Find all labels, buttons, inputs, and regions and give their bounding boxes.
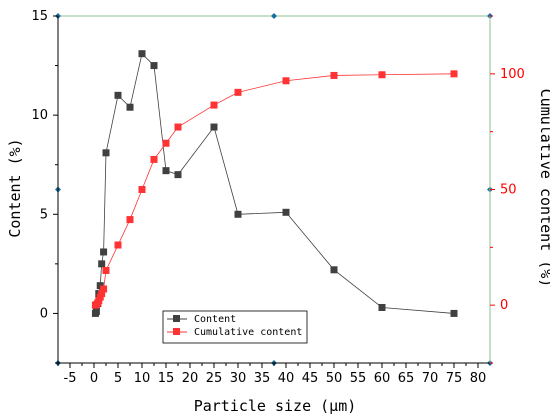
series-0-point-1: [92, 307, 100, 315]
series-0-point-16: [282, 208, 290, 216]
series-1-point-15: [234, 88, 242, 96]
legend: Content Cumulative content: [162, 310, 308, 344]
y-right-tick-label-0: 0: [500, 298, 508, 313]
series-0-point-15: [234, 210, 242, 218]
series-0-point-7: [102, 149, 110, 157]
series-1-line: [95, 73, 455, 306]
y-axis-left: 0 5 10 15: [31, 9, 59, 364]
y-axis-right-title: Cumulative content (%): [537, 89, 550, 288]
series-1-point-6: [100, 285, 108, 293]
series-layer: [91, 50, 458, 317]
series-0-point-18: [378, 303, 386, 311]
y-left-tick-label-3: 15: [31, 9, 48, 24]
x-tick-label-5: 20: [182, 371, 199, 386]
legend-label-cumulative: Cumulative content: [194, 327, 302, 338]
series-1-point-8: [114, 241, 122, 249]
series-0-point-13: [174, 171, 182, 179]
series-1-point-19: [450, 70, 458, 78]
series-1-point-17: [330, 71, 338, 79]
series-0: [91, 50, 458, 317]
legend-label-content: Content: [194, 314, 236, 325]
series-0-point-11: [150, 62, 158, 70]
y-right-tick-label-2: 100: [500, 67, 525, 82]
series-1: [91, 70, 458, 309]
series-1-point-16: [282, 77, 290, 85]
series-1-point-13: [174, 123, 182, 131]
y-left-tick-label-0: 0: [40, 306, 48, 321]
x-tick-label-13: 60: [374, 371, 391, 386]
x-tick-label-10: 45: [302, 371, 319, 386]
x-tick-label-11: 50: [326, 371, 343, 386]
series-1-point-5: [98, 290, 106, 298]
series-0-line: [95, 52, 455, 314]
x-tick-label-14: 65: [398, 371, 415, 386]
series-0-point-14: [210, 123, 218, 131]
series-0-point-10: [138, 50, 146, 58]
x-tick-label-12: 55: [350, 371, 367, 386]
series-0-point-12: [162, 167, 170, 175]
y-left-tick-label-1: 5: [40, 207, 48, 222]
series-0-point-17: [330, 266, 338, 274]
series-1-point-18: [378, 71, 386, 79]
y-axis-left-title: Content (%): [6, 138, 24, 237]
legend-marker-content: [173, 315, 180, 322]
y-left-tick-label-2: 10: [31, 108, 48, 123]
x-tick-label-0: -5: [64, 371, 77, 386]
x-tick-label-17: 80: [470, 371, 487, 386]
series-0-point-8: [114, 91, 122, 99]
x-tick-label-6: 25: [206, 371, 223, 386]
series-1-point-11: [150, 155, 158, 163]
x-tick-label-4: 15: [158, 371, 175, 386]
series-0-point-5: [98, 260, 106, 268]
x-tick-label-2: 5: [114, 371, 122, 386]
y-right-tick-label-1: 50: [500, 183, 517, 198]
series-0-point-9: [126, 103, 134, 111]
frame-handle-1: [271, 13, 277, 19]
series-0-point-19: [450, 309, 458, 317]
series-1-point-10: [138, 186, 146, 193]
x-tick-label-1: 0: [90, 371, 98, 386]
legend-marker-cumulative: [173, 328, 180, 335]
x-tick-label-16: 75: [446, 371, 463, 386]
series-0-point-6: [100, 248, 108, 256]
x-tick-label-8: 35: [254, 371, 271, 386]
x-tick-label-9: 40: [278, 371, 295, 386]
x-tick-label-7: 30: [230, 371, 247, 386]
x-tick-label-3: 10: [134, 371, 151, 386]
series-1-point-14: [210, 101, 218, 109]
x-axis-title: Particle size (μm): [194, 397, 357, 415]
series-1-point-9: [126, 216, 134, 224]
series-1-point-12: [162, 139, 170, 147]
y-axis-right: 0 50 100: [489, 15, 525, 364]
legend-box: [162, 310, 308, 344]
x-tick-label-15: 70: [422, 371, 439, 386]
series-1-point-7: [102, 266, 110, 274]
x-axis: -5 0 5 10 15 20 25 30 35 40 45 50 55 60 65 70 75 80: [57, 362, 490, 386]
